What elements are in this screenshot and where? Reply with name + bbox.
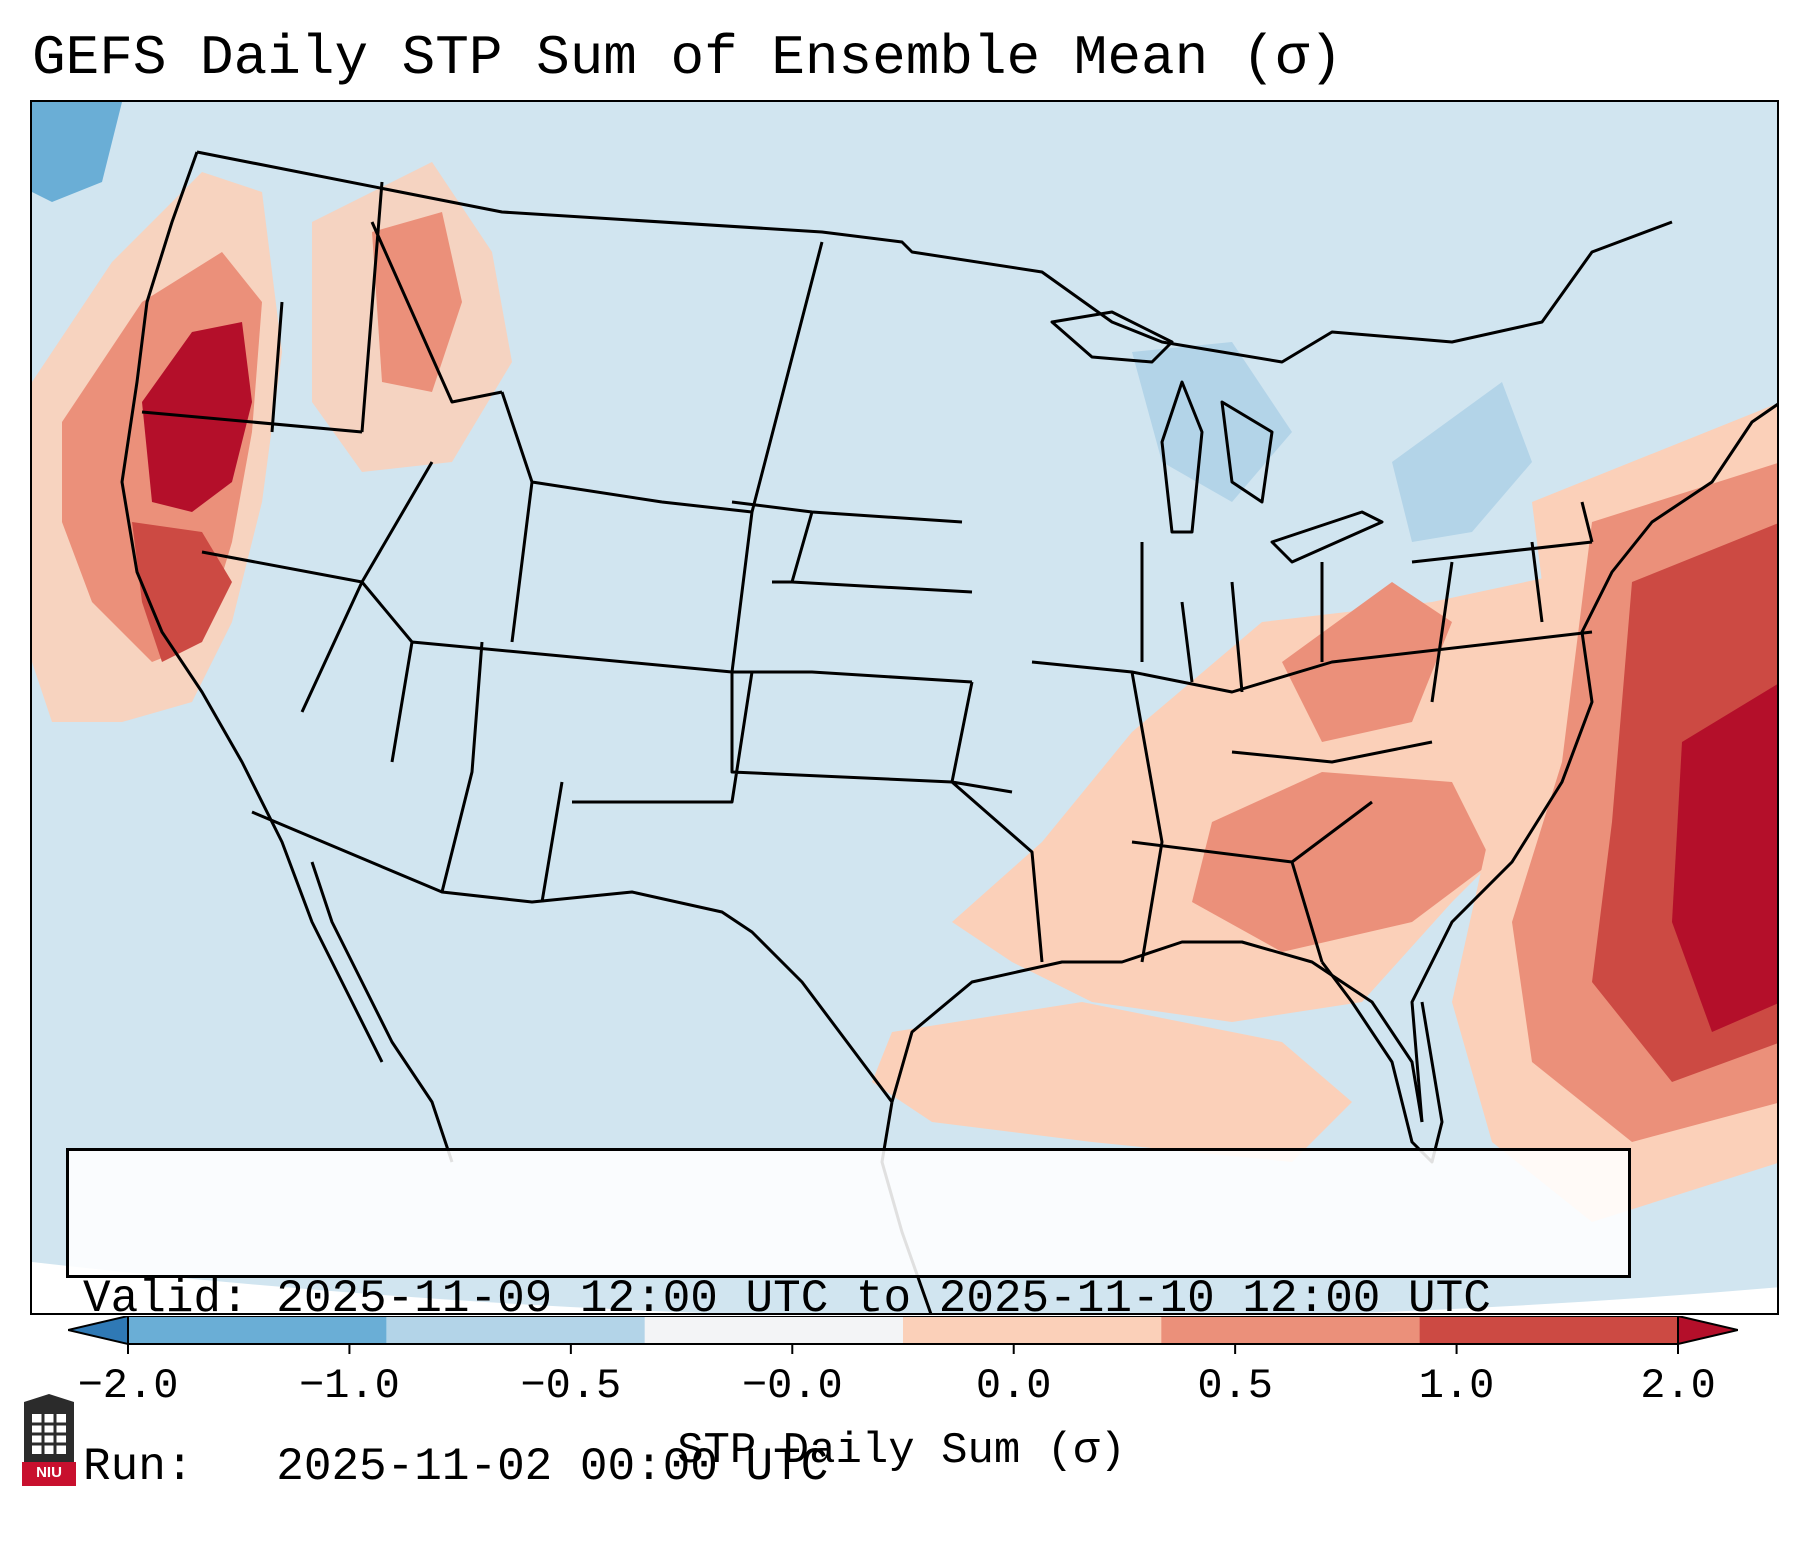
anomaly-new-england bbox=[1392, 382, 1532, 542]
east-coast bbox=[1410, 402, 1777, 1123]
niu-logo: NIU bbox=[20, 1392, 78, 1488]
colorbar-tick-label: −2.0 bbox=[77, 1362, 179, 1410]
us-canada-border bbox=[196, 150, 1673, 364]
colorbar-tick-label: 1.0 bbox=[1418, 1362, 1495, 1410]
lake-erie bbox=[1270, 510, 1384, 564]
lake-michigan bbox=[1160, 380, 1204, 534]
niu-logo-text: NIU bbox=[36, 1464, 62, 1481]
map-panel bbox=[30, 100, 1779, 1315]
colorbar-segment bbox=[1161, 1316, 1421, 1344]
colorbar bbox=[68, 1316, 1738, 1354]
colorbar-segment bbox=[644, 1316, 904, 1344]
colorbar-segment bbox=[1419, 1316, 1679, 1344]
political-boundaries bbox=[120, 150, 1777, 1313]
colorbar-segment bbox=[903, 1316, 1162, 1344]
colorbar-extend-min bbox=[68, 1316, 129, 1346]
colorbar-segment bbox=[386, 1316, 646, 1344]
colorbar-extend-max bbox=[1677, 1316, 1738, 1346]
colorbar-tick-label: 0.5 bbox=[1197, 1362, 1273, 1410]
us-mexico-border bbox=[251, 810, 894, 1103]
lake-huron bbox=[1220, 400, 1274, 504]
anomaly-appalachia bbox=[1282, 582, 1452, 742]
valid-run-info-box: Valid: 2025-11-09 12:00 UTC to 2025-11-1… bbox=[66, 1148, 1631, 1493]
colorbar-tick-label: 2.0 bbox=[1640, 1362, 1716, 1410]
anomaly-ncal-dark bbox=[132, 522, 232, 662]
anomaly-southeast-mid bbox=[1192, 772, 1492, 952]
baja-california bbox=[310, 861, 454, 1163]
anomaly-gulf bbox=[872, 1002, 1352, 1162]
anomaly-field bbox=[32, 102, 1777, 1222]
colorbar-segment bbox=[128, 1316, 387, 1344]
colorbar-label: STP Daily Sum (σ) bbox=[677, 1426, 1126, 1476]
colorbar-tick-label: −1.0 bbox=[299, 1362, 400, 1410]
anomaly-pacific-nw-neg bbox=[32, 102, 122, 202]
chart-title: GEFS Daily STP Sum of Ensemble Mean (σ) bbox=[32, 26, 1343, 90]
anomaly-idaho-mid bbox=[372, 212, 462, 392]
gulf-coast bbox=[890, 940, 1424, 1123]
lake-superior bbox=[1050, 310, 1174, 364]
anomaly-great-lakes bbox=[1132, 342, 1292, 502]
run-time-line: Run: 2025-11-02 00:00 UTC bbox=[83, 1441, 829, 1493]
west-coast bbox=[120, 151, 384, 1063]
colorbar-tick-label: 0.0 bbox=[975, 1362, 1052, 1410]
anomaly-atlantic-core bbox=[1672, 684, 1777, 1032]
state-lines bbox=[141, 181, 1594, 963]
map-canvas bbox=[32, 102, 1777, 1313]
colorbar-tick-label: −0.0 bbox=[741, 1362, 843, 1410]
colorbar-tick-label: −0.5 bbox=[520, 1362, 622, 1410]
niu-logo-graphic bbox=[22, 1394, 76, 1486]
